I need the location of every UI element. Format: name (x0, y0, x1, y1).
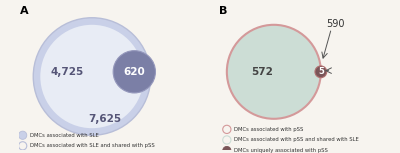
Text: 590: 590 (326, 19, 345, 29)
Circle shape (18, 131, 27, 139)
Text: 4,725: 4,725 (51, 67, 84, 77)
Circle shape (113, 51, 156, 93)
Text: 7,625: 7,625 (88, 114, 122, 124)
Text: DMCs associated with pSS and shared with SLE: DMCs associated with pSS and shared with… (234, 137, 359, 142)
Circle shape (33, 18, 151, 135)
Text: DMCs uniquely associated with pSS: DMCs uniquely associated with pSS (234, 148, 328, 153)
Circle shape (18, 152, 27, 153)
Text: B: B (219, 6, 228, 16)
Text: DMCs associated with pSS: DMCs associated with pSS (234, 127, 304, 132)
Text: 572: 572 (251, 67, 273, 77)
Circle shape (227, 25, 321, 119)
Circle shape (40, 25, 144, 128)
Text: DMCs associated with SLE and shared with pSS: DMCs associated with SLE and shared with… (30, 143, 155, 148)
Circle shape (223, 146, 231, 153)
Circle shape (315, 66, 327, 78)
Text: A: A (20, 6, 28, 16)
Text: 5: 5 (318, 67, 324, 76)
Text: 620: 620 (124, 67, 145, 77)
Text: DMCs associated with SLE: DMCs associated with SLE (30, 133, 99, 138)
